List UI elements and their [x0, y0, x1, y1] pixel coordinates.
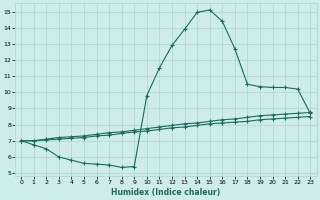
X-axis label: Humidex (Indice chaleur): Humidex (Indice chaleur): [111, 188, 220, 197]
